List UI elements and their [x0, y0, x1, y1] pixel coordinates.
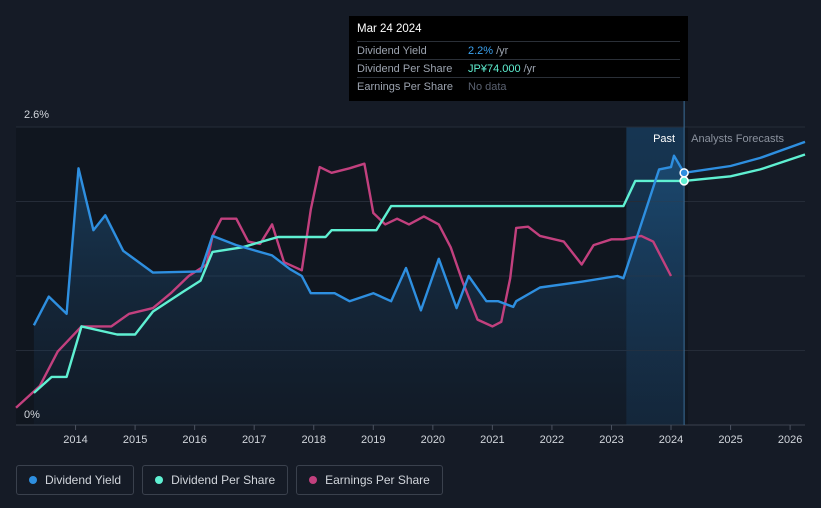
x-axis-ticks: 2014 2015 2016 2017 2018 2019 2020 2021 2022 2023…: [63, 425, 802, 446]
cursor-dot: [679, 176, 689, 186]
forecast-label: Analysts Forecasts: [691, 133, 784, 145]
tooltip-row-dividend-yield: Dividend Yield 2.2% /yr: [357, 41, 680, 59]
x-tick-label: 2018: [301, 434, 325, 446]
x-tick-label: 2016: [182, 434, 206, 446]
series-lines: [15, 140, 806, 409]
x-tick-label: 2015: [123, 434, 147, 446]
cursor-dots: [679, 168, 689, 186]
cursor-dot: [679, 168, 689, 178]
tooltip-row-earnings-per-share: Earnings Per Share No data: [357, 77, 680, 95]
past-label: Past: [653, 133, 675, 145]
legend-item-earnings-per-share[interactable]: Earnings Per Share: [296, 465, 443, 495]
x-tick-label: 2022: [540, 434, 564, 446]
legend-label: Dividend Yield: [45, 473, 122, 487]
legend-label: Dividend Per Share: [171, 473, 276, 487]
y-axis-top-label: 2.6%: [24, 109, 49, 121]
tooltip-unit: /yr: [496, 44, 509, 57]
tooltip-date: Mar 24 2024: [357, 23, 422, 35]
tooltip-label: Dividend Per Share: [357, 62, 453, 75]
tooltip-value: 2.2%: [468, 44, 494, 57]
series-line-dividend-yield: [32, 154, 686, 326]
tooltip-value: No data: [468, 80, 507, 93]
x-tick-label: 2017: [242, 434, 266, 446]
legend-label: Earnings Per Share: [325, 473, 430, 487]
x-tick-label: 2024: [659, 434, 683, 446]
forecast-line-dividend-yield: [683, 140, 806, 174]
x-tick-label: 2014: [63, 434, 87, 446]
forecast-line-dividend-per-share: [683, 153, 806, 183]
x-tick-label: 2025: [718, 434, 742, 446]
tooltip-row-dividend-per-share: Dividend Per Share JP¥74.000 /yr: [357, 59, 680, 77]
x-tick-label: 2026: [778, 434, 802, 446]
legend-item-dividend-per-share[interactable]: Dividend Per Share: [142, 465, 289, 495]
legend-dot-icon: [29, 476, 37, 484]
tooltip-label: Dividend Yield: [357, 44, 427, 57]
data-tooltip: Mar 24 2024 Dividend Yield 2.2% /yr Divi…: [349, 16, 688, 101]
y-axis-bottom-label: 0%: [24, 409, 40, 421]
x-tick-label: 2020: [421, 434, 445, 446]
legend-dot-icon: [155, 476, 164, 484]
series-line-dividend-per-share: [33, 179, 685, 394]
tooltip-unit: /yr: [523, 62, 536, 75]
legend-dot-icon: [309, 476, 318, 484]
x-tick-label: 2019: [361, 434, 385, 446]
x-tick-label: 2023: [599, 434, 623, 446]
chart-legend: Dividend Yield Dividend Per Share Earnin…: [16, 465, 443, 495]
x-tick-label: 2021: [480, 434, 504, 446]
series-line-earnings-per-share: [15, 162, 673, 409]
dividend-yield-area: [33, 155, 685, 425]
tooltip-label: Earnings Per Share: [357, 80, 453, 93]
legend-item-dividend-yield[interactable]: Dividend Yield: [16, 465, 135, 495]
tooltip-value: JP¥74.000: [468, 62, 521, 75]
